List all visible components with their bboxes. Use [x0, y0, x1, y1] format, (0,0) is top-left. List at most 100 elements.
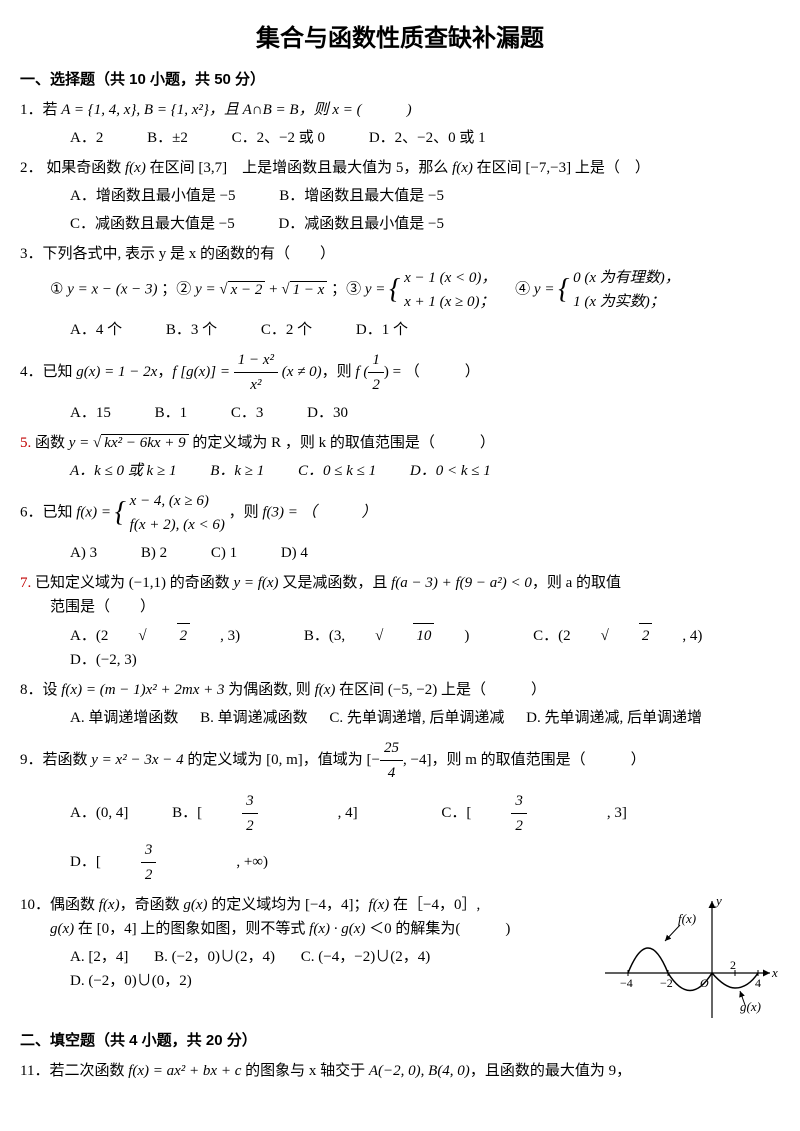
q7-C-l: C．(2: [533, 624, 571, 648]
q8-fx: f(x) = (m − 1)x² + 2mx + 3: [61, 682, 224, 698]
q7-num: 7.: [20, 575, 31, 591]
q5-opt-d: D．0 < k ≤ 1: [410, 459, 491, 483]
q10-fx: f(x): [99, 897, 120, 913]
q6-a: 6．已知: [20, 505, 76, 521]
q6-opt-d: D) 4: [281, 541, 308, 565]
q3-o2a: ；②: [161, 282, 195, 298]
q11-c: ，且函数的最大值为 9，: [470, 1063, 631, 1079]
q2-opt-b: B．增函数且最大值是 −5: [279, 184, 444, 208]
q5-b: 的定义域为 R ，则 k 的取值范围是（ ）: [189, 435, 495, 451]
q10-b: ，奇函数: [120, 897, 184, 913]
q7-B-s: 10: [413, 623, 434, 648]
q3-o1b: y = x − (x − 3): [67, 282, 157, 298]
q11-a: 11．若二次函数: [20, 1063, 128, 1079]
q9-C-r: , 3]: [607, 801, 627, 825]
q6-f3: f(3) = （ ）: [262, 505, 376, 521]
q9-D-n: 3: [141, 838, 157, 863]
q8-fx2: f(x): [315, 682, 336, 698]
q4-fhl: f (: [355, 364, 368, 380]
q4-a: 4．已知: [20, 364, 76, 380]
q2-e: 在区间 [−7,−3] 上是（ ）: [473, 160, 650, 176]
q6-l1: x − 4, (x ≥ 6): [130, 489, 225, 513]
q6-fx: f(x) =: [76, 505, 114, 521]
q3-o3-l2: x + 1 (x ≥ 0)；: [404, 290, 496, 314]
q10-g: ＜0 的解集为( ): [365, 921, 510, 937]
q8-opt-d: D. 先单调递减, 后单调递增: [526, 706, 702, 730]
q5-opt-b: B．k ≥ 1: [210, 459, 264, 483]
question-7: 7. 已知定义域为 (−1,1) 的奇函数 y = f(x) 又是减函数，且 f…: [20, 571, 780, 672]
q4-m2: ，则: [322, 364, 356, 380]
q11-pts: A(−2, 0), B(4, 0): [369, 1063, 470, 1079]
q6-opt-a: A) 3: [70, 541, 97, 565]
q9-B-l: B．[: [172, 801, 202, 825]
question-6: 6．已知 f(x) = { x − 4, (x ≥ 6)f(x + 2), (x…: [20, 489, 780, 565]
q8-c: 在区间 (−5, −2) 上是（ ）: [335, 682, 546, 698]
q4-hn: 1: [368, 348, 384, 373]
q10-a: 10．偶函数: [20, 897, 99, 913]
q2-opt-c: C．减函数且最大值是 −5: [70, 212, 235, 236]
q3-o1a: ①: [50, 282, 67, 298]
q5-opt-c: C．0 ≤ k ≤ 1: [298, 459, 376, 483]
q3-o4-l2: 1 (x 为实数)；: [573, 290, 680, 314]
q3-o4-l1: 0 (x 为有理数)，: [573, 266, 680, 290]
q10-opt-c: C. (−4，−2)∪(2，4): [301, 945, 430, 969]
q9-fn: 25: [380, 736, 403, 761]
question-8: 8．设 f(x) = (m − 1)x² + 2mx + 3 为偶函数, 则 f…: [20, 678, 780, 730]
q9-fd: 4: [380, 761, 403, 785]
q9-B-d: 2: [242, 814, 258, 838]
q4-fgl: f [g(x)] =: [172, 364, 233, 380]
q3-o2-s2: 1 − x: [290, 281, 328, 298]
q3-opt-d: D．1 个: [356, 318, 408, 342]
q1-math: A = {1, 4, x}, B = {1, x²}，且 A∩B = B，则 x…: [61, 102, 411, 118]
q1-stem-a: 1．若: [20, 102, 61, 118]
q9-C-l: C．[: [441, 801, 471, 825]
q1-opt-a: A．2: [70, 126, 103, 150]
q4-opt-b: B．1: [155, 401, 188, 425]
q3-o3-pre: y =: [365, 282, 389, 298]
q5-num: 5.: [20, 435, 31, 451]
q5-a: 函数: [31, 435, 69, 451]
q4-opt-c: C．3: [231, 401, 264, 425]
q9-D-d: 2: [141, 863, 157, 887]
q7-A-l: A．(2: [70, 624, 108, 648]
q3-o2-s1: x − 2: [228, 281, 266, 298]
q8-b: 为偶函数, 则: [225, 682, 315, 698]
q6-opt-c: C) 1: [211, 541, 237, 565]
q9-D-r: , +∞): [236, 850, 268, 874]
page-title: 集合与函数性质查缺补漏题: [20, 20, 780, 58]
q1-opt-b: B．±2: [147, 126, 188, 150]
q8-a: 8．设: [20, 682, 61, 698]
q10-e: g(x): [50, 921, 74, 937]
q5-sqrt: kx² − 6kx + 9: [101, 434, 188, 451]
section1-head: 一、选择题（共 10 小题，共 50 分）: [20, 68, 780, 92]
q7-C-r: , 4): [682, 624, 702, 648]
q4-m1: ，: [157, 364, 172, 380]
fig-xlabel: x: [771, 965, 778, 980]
q4-hd: 2: [368, 373, 384, 397]
q9-opt-a: A．(0, 4]: [70, 801, 128, 825]
q3-stem: 3．下列各式中, 表示 y 是 x 的函数的有（ ）: [20, 242, 780, 266]
q10-d: 在［−4，0］,: [389, 897, 480, 913]
q1-opt-d: D．2、−2、0 或 1: [369, 126, 486, 150]
q9-a: 9．若函数: [20, 752, 91, 768]
q7-B-r: ): [464, 624, 469, 648]
fig-f-label: f(x): [678, 911, 696, 926]
q3-opt-b: B．3 个: [166, 318, 217, 342]
q7-c: ，则 a 的取值: [532, 575, 621, 591]
fig-tick-3: 4: [755, 976, 761, 990]
q10-prod: f(x) · g(x): [309, 921, 365, 937]
q3-o3-l1: x − 1 (x < 0)，: [404, 266, 496, 290]
q3-o2-pre: y =: [195, 282, 219, 298]
q9-D-l: D．[: [70, 850, 101, 874]
q3-o4-pre: y =: [534, 282, 558, 298]
q9-b: 的定义域为 [0, m]，值域为 [−: [184, 752, 380, 768]
q10-opt-d: D. (−2，0)∪(0，2): [70, 969, 192, 993]
q8-opt-b: B. 单调递减函数: [200, 706, 308, 730]
q7-d: 范围是（ ）: [20, 595, 780, 619]
q7-a: 已知定义域为 (−1,1) 的奇函数: [31, 575, 233, 591]
question-9: 9．若函数 y = x² − 3x − 4 的定义域为 [0, m]，值域为 […: [20, 736, 780, 887]
q9-B-r: , 4]: [338, 801, 358, 825]
q4-g: g(x) = 1 − 2x: [76, 364, 157, 380]
q7-C-s: 2: [639, 623, 653, 648]
q10-opt-a: A. [2，4]: [70, 945, 128, 969]
